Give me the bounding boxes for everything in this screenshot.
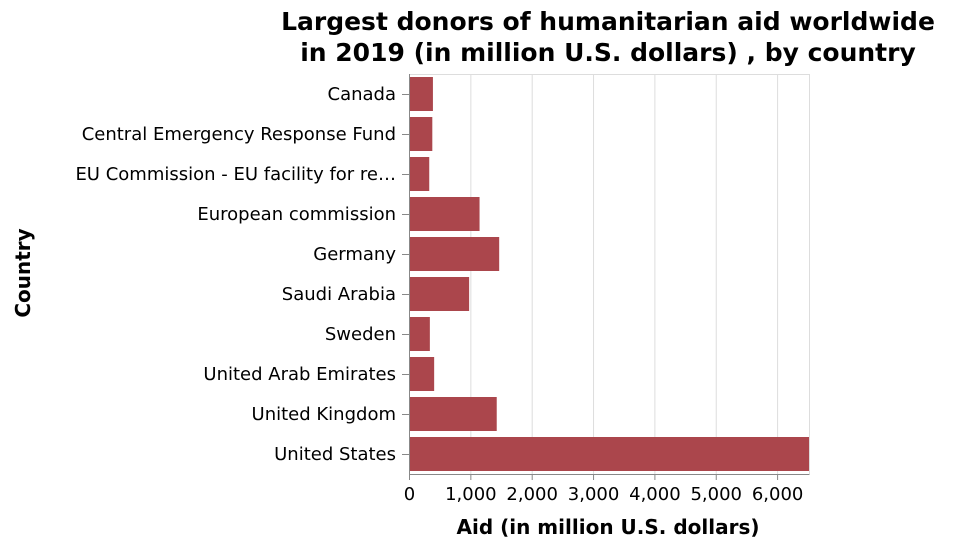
bar bbox=[409, 197, 480, 231]
gridlines bbox=[409, 74, 810, 474]
y-tick-label: Canada bbox=[328, 84, 397, 105]
y-tick-label: Central Emergency Response Fund bbox=[82, 124, 396, 145]
x-tick-label: 2,000 bbox=[506, 484, 558, 505]
x-tick-label: 0 bbox=[404, 484, 415, 505]
x-tick-label: 3,000 bbox=[568, 484, 620, 505]
y-tick-label: United Arab Emirates bbox=[203, 364, 396, 385]
y-tick-label: European commission bbox=[197, 204, 396, 225]
x-tick-label: 6,000 bbox=[752, 484, 804, 505]
bar bbox=[409, 397, 497, 431]
y-tick-label: United Kingdom bbox=[252, 404, 396, 425]
y-tick-label: Sweden bbox=[325, 324, 396, 345]
y-tick-label: Germany bbox=[313, 244, 396, 265]
y-tick-label: Saudi Arabia bbox=[282, 284, 396, 305]
bar bbox=[409, 77, 433, 111]
chart-title-line-1: Largest donors of humanitarian aid world… bbox=[281, 7, 935, 36]
x-axis: 0 1,000 2,000 3,000 4,000 5,000 6,000 bbox=[404, 474, 810, 505]
y-axis: Canada Central Emergency Response Fund EU … bbox=[75, 74, 410, 474]
bar bbox=[409, 437, 809, 471]
x-axis-title: Aid (in million U.S. dollars) bbox=[457, 515, 760, 539]
bars bbox=[409, 77, 809, 471]
bar bbox=[409, 237, 500, 271]
bar bbox=[409, 357, 435, 391]
chart-title-line-2: in 2019 (in million U.S. dollars) , by c… bbox=[300, 38, 916, 67]
y-tick-label: United States bbox=[274, 444, 396, 465]
x-tick-label: 4,000 bbox=[629, 484, 681, 505]
y-tick-label: EU Commission - EU facility for re… bbox=[75, 164, 396, 185]
x-tick-label: 5,000 bbox=[690, 484, 742, 505]
x-tick-label: 1,000 bbox=[445, 484, 497, 505]
bar bbox=[409, 157, 430, 191]
y-axis-title: Country bbox=[11, 228, 35, 317]
bar bbox=[409, 117, 433, 151]
bar bbox=[409, 277, 470, 311]
bar bbox=[409, 317, 430, 351]
